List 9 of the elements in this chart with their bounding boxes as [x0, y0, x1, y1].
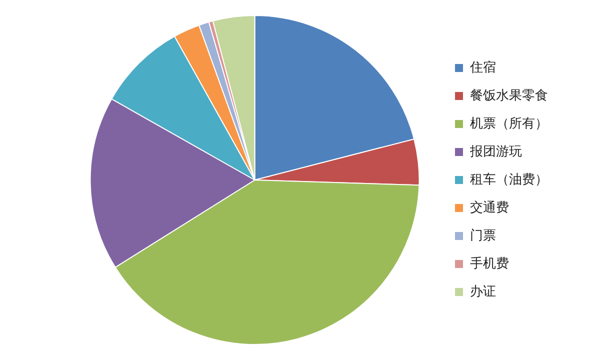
- legend-label: 租车（油费）: [470, 172, 548, 188]
- legend-label: 机票（所有）: [470, 116, 548, 132]
- legend-label: 手机费: [470, 256, 509, 272]
- legend-label: 报团游玩: [469, 144, 522, 160]
- legend-label: 办证: [470, 284, 496, 300]
- legend-label: 门票: [470, 227, 496, 244]
- legend-label: 交通费: [470, 199, 509, 216]
- legend-label: 餐饭水果零食: [470, 88, 548, 104]
- legend-label: 住宿: [469, 59, 496, 76]
